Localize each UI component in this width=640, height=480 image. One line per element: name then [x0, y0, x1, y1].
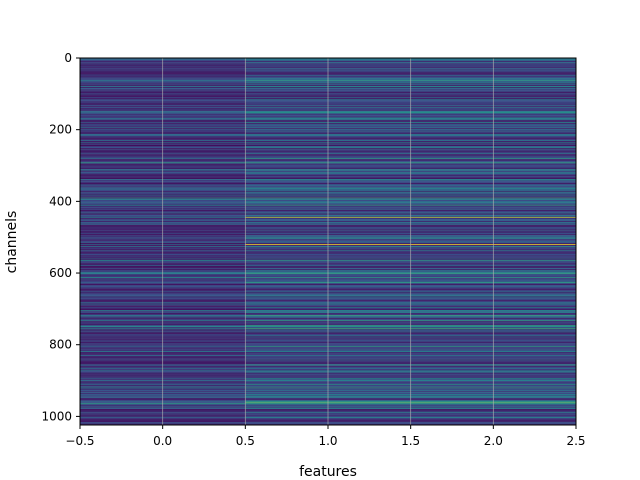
x-tick-label: 0.0 [153, 434, 172, 448]
y-tick-label: 600 [49, 266, 72, 280]
y-axis: 0 200 400 600 800 1000 [41, 51, 80, 423]
x-tick-label: 2.5 [566, 434, 585, 448]
x-axis: −0.5 0.0 0.5 1.0 1.5 2.0 2.5 [65, 425, 586, 448]
x-tick-label: 2.0 [484, 434, 503, 448]
grid-lines [162, 58, 494, 425]
y-tick-label: 200 [49, 123, 72, 137]
x-tick-label: 0.5 [236, 434, 255, 448]
x-tick-label: 1.0 [318, 434, 337, 448]
y-tick-label: 1000 [41, 409, 72, 423]
y-axis-title: channels [4, 211, 20, 274]
x-tick-label: −0.5 [65, 434, 94, 448]
y-tick-label: 400 [49, 194, 72, 208]
x-tick-label: 1.5 [401, 434, 420, 448]
x-axis-title: features [299, 464, 357, 480]
y-tick-label: 800 [49, 338, 72, 352]
y-tick-label: 0 [64, 51, 72, 65]
